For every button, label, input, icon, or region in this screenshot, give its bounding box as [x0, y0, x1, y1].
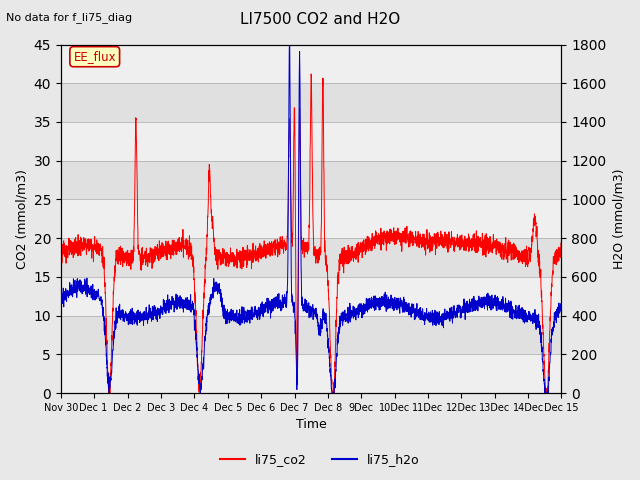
- Legend: li75_co2, li75_h2o: li75_co2, li75_h2o: [215, 448, 425, 471]
- Bar: [61, 200, 561, 238]
- Y-axis label: CO2 (mmol/m3): CO2 (mmol/m3): [15, 169, 28, 269]
- Bar: [61, 45, 561, 83]
- Text: No data for f_li75_diag: No data for f_li75_diag: [6, 12, 132, 23]
- Text: EE_flux: EE_flux: [74, 50, 116, 63]
- X-axis label: Time: Time: [296, 419, 326, 432]
- Text: LI7500 CO2 and H2O: LI7500 CO2 and H2O: [240, 12, 400, 27]
- Bar: [61, 277, 561, 316]
- Bar: [61, 122, 561, 161]
- Y-axis label: H2O (mmol/m3): H2O (mmol/m3): [612, 168, 625, 269]
- Bar: [61, 354, 561, 393]
